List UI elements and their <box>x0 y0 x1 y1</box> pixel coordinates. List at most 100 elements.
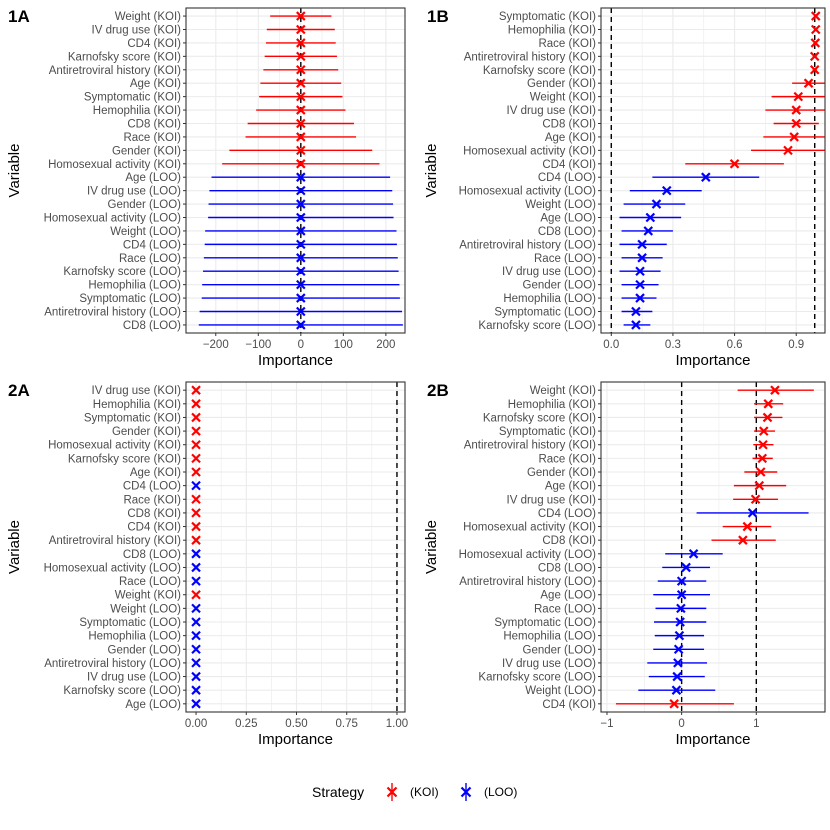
y-tick-label: CD8 (KOI) <box>542 535 596 547</box>
marker-stroke <box>750 494 761 505</box>
marker-stroke <box>672 671 682 682</box>
y-tick-label: CD8 (KOI) <box>127 118 181 130</box>
marker-stroke <box>191 494 201 505</box>
y-tick-label: CD4 (LOO) <box>123 481 181 493</box>
y-tick-label: Homosexual activity (KOI) <box>48 159 181 171</box>
point-marker <box>756 467 766 477</box>
point-marker <box>296 91 306 102</box>
point-marker <box>296 11 306 21</box>
point-marker <box>793 91 804 102</box>
y-tick-label: Homosexual activity (LOO) <box>44 562 182 574</box>
x-tick-label: 0.0 <box>603 339 619 351</box>
y-tick-label: Race (LOO) <box>119 253 181 265</box>
y-tick-label: CD8 (KOI) <box>542 118 596 130</box>
y-tick-label: Gender (LOO) <box>523 644 597 656</box>
point-marker <box>191 467 201 477</box>
y-tick-label: CD4 (KOI) <box>542 699 596 711</box>
point-marker <box>809 64 820 75</box>
y-tick-label: Hemophilia (KOI) <box>508 399 596 411</box>
point-marker <box>191 617 201 627</box>
point-marker <box>191 412 201 423</box>
panel-1b: 1B Symptomatic (KOI)Hemophilia (KOI) Race … <box>423 7 826 369</box>
point-marker <box>810 24 821 35</box>
y-axis-title: Variable <box>423 520 440 574</box>
marker-stroke <box>637 253 647 263</box>
point-marker <box>758 439 768 450</box>
point-marker <box>296 226 306 236</box>
y-tick-label: Homosexual activity (KOI) <box>463 522 596 534</box>
y-tick-label: Karnofsky score (LOO) <box>478 320 596 332</box>
marker-stroke <box>191 658 201 668</box>
y-tick-label: Weight (LOO) <box>110 226 181 238</box>
point-marker <box>191 699 201 709</box>
legend-label: (KOI) <box>410 785 439 799</box>
y-tick-label: CD4 (LOO) <box>123 239 181 251</box>
x-tick-label: 0.50 <box>285 718 307 730</box>
x-axis-title: Importance <box>258 352 333 369</box>
panel-label: 1A <box>8 7 30 26</box>
point-marker <box>191 658 201 668</box>
marker-stroke <box>809 64 820 75</box>
panel-border <box>600 7 826 334</box>
marker-stroke <box>296 91 306 102</box>
point-marker <box>296 51 306 62</box>
legend-label: (LOO) <box>484 785 517 799</box>
y-tick-label: Symptomatic (KOI) <box>499 11 596 23</box>
legend-key-stroke <box>460 786 472 798</box>
y-tick-label: IV drug use (KOI) <box>92 385 182 397</box>
marker-stroke <box>791 105 802 115</box>
y-tick-label: Gender (KOI) <box>527 78 596 90</box>
marker-stroke <box>296 306 306 317</box>
y-tick-label: Antiretroviral history (KOI) <box>464 440 596 452</box>
point-marker <box>747 508 758 518</box>
y-tick-label: IV drug use (KOI) <box>92 24 182 36</box>
x-tick-label: 1.00 <box>386 718 408 730</box>
marker-stroke <box>635 293 645 303</box>
y-tick-label: Age (KOI) <box>130 78 181 90</box>
point-marker <box>673 658 683 668</box>
point-marker <box>296 306 306 317</box>
point-marker <box>191 453 201 464</box>
legend-key-loo <box>460 783 472 801</box>
y-tick-label: Antiretroviral history (KOI) <box>464 51 596 63</box>
y-tick-label: IV drug use (LOO) <box>87 672 181 684</box>
point-marker <box>643 226 654 236</box>
marker-stroke <box>789 132 799 142</box>
y-tick-label: Hemophilia (LOO) <box>503 631 596 643</box>
marker-stroke <box>637 239 647 250</box>
panel-label: 1B <box>427 7 449 26</box>
point-marker <box>191 480 201 491</box>
point-marker <box>676 589 687 600</box>
x-tick-label: −100 <box>245 339 271 351</box>
point-marker <box>791 105 802 115</box>
marker-stroke <box>296 105 306 115</box>
marker-stroke <box>191 630 201 641</box>
marker-stroke <box>296 199 306 209</box>
y-tick-label: Homosexual activity (LOO) <box>459 186 597 198</box>
point-marker <box>810 11 821 21</box>
y-tick-label: IV drug use (LOO) <box>502 266 596 278</box>
y-tick-label: Weight (KOI) <box>115 590 181 602</box>
y-tick-label: IV drug use (KOI) <box>507 494 597 506</box>
marker-stroke <box>635 266 645 277</box>
x-tick-label: 0.25 <box>235 718 257 730</box>
point-marker <box>673 644 684 655</box>
marker-stroke <box>688 549 699 559</box>
point-marker <box>791 118 802 129</box>
point-marker <box>676 576 687 586</box>
marker-stroke <box>631 306 641 317</box>
marker-stroke <box>742 521 753 532</box>
marker-stroke <box>191 508 201 518</box>
point-marker <box>803 78 814 88</box>
marker-stroke <box>191 399 201 409</box>
point-marker <box>191 562 201 573</box>
marker-stroke <box>809 51 820 62</box>
marker-stroke <box>673 658 683 668</box>
y-tick-label: Weight (KOI) <box>530 92 596 104</box>
point-marker <box>635 266 645 277</box>
point-marker <box>191 508 201 518</box>
panel-label: 2B <box>427 381 449 400</box>
marker-stroke <box>791 118 802 129</box>
y-tick-label: Antiretroviral history (LOO) <box>459 576 596 588</box>
marker-stroke <box>191 603 201 614</box>
